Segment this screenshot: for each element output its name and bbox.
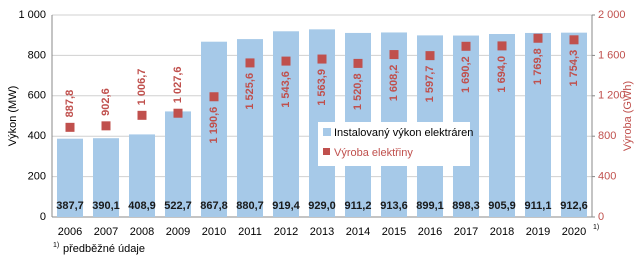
marker-value-label: 1 190,6	[208, 107, 220, 144]
legend-swatch	[323, 128, 331, 136]
bar-value-label: 912,6	[560, 200, 588, 212]
marker	[137, 110, 147, 120]
marker-value-label: 902,6	[100, 88, 112, 116]
bar-value-label: 913,6	[380, 200, 408, 212]
marker-value-label: 1 769,8	[532, 48, 544, 85]
marker-value-label: 1 563,9	[316, 69, 328, 106]
bar-value-label: 522,7	[164, 200, 192, 212]
marker-value-label: 1 754,3	[568, 50, 580, 87]
y-tick-label: 400	[28, 130, 46, 142]
y2-tick-label: 1 200	[598, 90, 626, 102]
marker	[389, 50, 399, 60]
marker	[209, 92, 219, 102]
y2-tick-label: 2 000	[598, 9, 626, 21]
y2-tick-label: 800	[598, 130, 616, 142]
footnote-mark: 1)	[593, 224, 599, 231]
bar	[165, 111, 191, 217]
y-tick-label: 800	[28, 49, 46, 61]
bar-value-label: 899,1	[416, 200, 444, 212]
x-tick-label: 2011	[238, 226, 262, 238]
x-tick-label: 2012	[274, 226, 298, 238]
y2-tick-label: 1 600	[598, 49, 626, 61]
bar-value-label: 867,8	[200, 200, 228, 212]
x-tick-label: 2008	[130, 226, 154, 238]
marker	[173, 108, 183, 118]
marker	[497, 41, 507, 51]
marker	[425, 51, 435, 61]
y2-tick-label: 0	[598, 211, 604, 223]
marker	[569, 35, 579, 45]
bar-value-label: 387,7	[56, 200, 84, 212]
bar	[237, 39, 263, 217]
x-tick-label: 2018	[490, 226, 514, 238]
marker-value-label: 1 543,6	[280, 71, 292, 108]
marker	[353, 58, 363, 68]
legend-swatch	[323, 148, 330, 155]
y2-tick-label: 400	[598, 171, 616, 183]
marker	[281, 56, 291, 66]
marker-value-label: 1 694,0	[496, 56, 508, 93]
x-tick-label: 2006	[58, 226, 82, 238]
marker-value-label: 1 520,8	[352, 73, 364, 110]
bar-value-label: 390,1	[92, 200, 120, 212]
bar-value-label: 929,0	[308, 200, 336, 212]
marker-value-label: 887,8	[64, 90, 76, 118]
x-tick-label: 2007	[94, 226, 118, 238]
bar	[561, 32, 587, 217]
marker	[245, 58, 255, 68]
marker-value-label: 1 525,6	[244, 73, 256, 110]
bar	[525, 32, 551, 218]
marker-value-label: 1 006,7	[136, 69, 148, 106]
x-tick-label: 2010	[202, 226, 226, 238]
y-tick-label: 1 000	[18, 9, 46, 21]
bar	[93, 138, 119, 217]
marker	[317, 54, 327, 64]
marker-value-label: 1 597,7	[424, 66, 436, 103]
bar	[201, 41, 227, 217]
x-tick-label: 2016	[418, 226, 442, 238]
bar	[129, 134, 155, 217]
marker	[101, 121, 111, 131]
bar-value-label: 911,2	[345, 200, 372, 212]
footnote: předběžné údaje	[63, 243, 145, 255]
bar-value-label: 919,4	[272, 200, 300, 212]
x-tick-label: 2020	[562, 226, 586, 238]
bar-value-label: 911,1	[525, 200, 552, 212]
marker-value-label: 1 690,2	[460, 56, 472, 93]
y-tick-label: 200	[28, 171, 46, 183]
marker	[65, 122, 75, 132]
marker-value-label: 1 608,2	[388, 65, 400, 102]
bar	[57, 138, 83, 217]
footnote-mark: 1)	[53, 242, 59, 249]
bar-value-label: 408,9	[128, 200, 156, 212]
y2-axis-title: Výroba (GWh)	[622, 81, 634, 151]
x-tick-label: 2014	[346, 226, 370, 238]
marker	[533, 33, 543, 43]
legend-label: Instalovaný výkon elektráren	[334, 127, 473, 139]
x-tick-label: 2019	[526, 226, 550, 238]
x-tick-label: 2015	[382, 226, 406, 238]
y-tick-label: 600	[28, 90, 46, 102]
marker	[461, 41, 471, 51]
x-tick-label: 2009	[166, 226, 190, 238]
x-tick-label: 2017	[454, 226, 478, 238]
y-axis-title: Výkon (MW)	[7, 86, 19, 147]
x-tick-label: 2013	[310, 226, 334, 238]
bar-value-label: 898,3	[452, 200, 480, 212]
marker-value-label: 1 027,6	[172, 67, 184, 104]
y-tick-label: 0	[40, 211, 46, 223]
bar-value-label: 905,9	[488, 200, 516, 212]
legend-label: Výroba elektřiny	[334, 147, 413, 159]
bar	[489, 34, 515, 217]
legend-box	[318, 122, 470, 166]
bar-value-label: 880,7	[236, 200, 264, 212]
